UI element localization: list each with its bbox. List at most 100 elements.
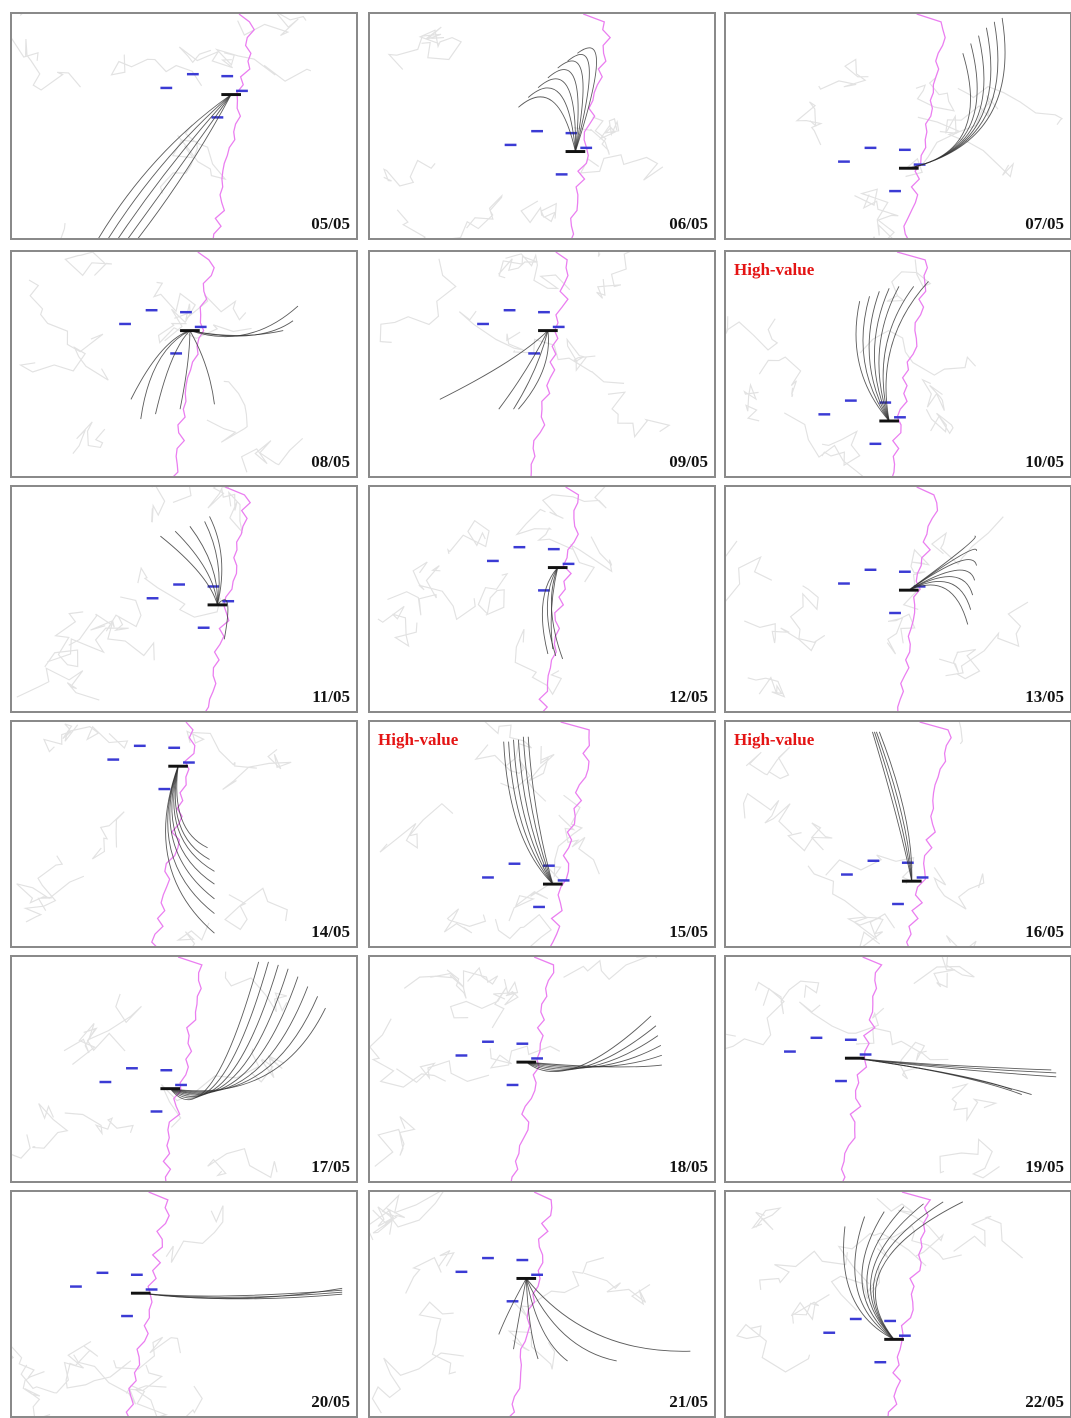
station-marker [107, 758, 120, 761]
boundary-line [930, 516, 1004, 566]
station-marker [186, 72, 199, 76]
start-point-marker [516, 1060, 537, 1064]
boundary-line [596, 252, 631, 299]
boundary-line [744, 620, 817, 652]
coastline [538, 487, 580, 711]
boundary-line [418, 29, 463, 61]
trajectory-line [189, 320, 294, 337]
boundary-line [902, 548, 931, 610]
boundary-line [541, 487, 607, 519]
coastline [530, 252, 569, 476]
station-marker [236, 89, 248, 93]
boundary-line [726, 540, 773, 602]
station-marker [173, 583, 185, 586]
boundary-line [747, 676, 786, 698]
boundary-line [64, 724, 129, 750]
trajectory-line [173, 766, 215, 872]
boundary-line [489, 1045, 561, 1069]
boundary-line [23, 855, 64, 923]
date-label: 14/05 [311, 922, 350, 941]
boundary-line [110, 54, 203, 87]
boundary-line [151, 487, 166, 523]
boundary-line [374, 1116, 416, 1167]
station-marker [160, 86, 173, 90]
boundary-line [16, 875, 85, 912]
boundary-line [12, 14, 39, 61]
trajectory-line [189, 330, 284, 336]
boundary-line [65, 1345, 132, 1389]
date-label: 07/05 [1025, 214, 1064, 233]
boundary-line [186, 730, 257, 769]
boundary-line [387, 26, 445, 70]
station-marker [538, 310, 550, 314]
trajectory-line [522, 736, 554, 885]
boundary-line [12, 1346, 35, 1379]
boundary-line [789, 585, 826, 643]
trajectory-line [525, 1278, 617, 1362]
station-marker [130, 1273, 143, 1276]
station-marker [197, 626, 210, 629]
boundary-line [837, 1232, 927, 1285]
trajectory-line [525, 1278, 568, 1362]
boundary-line [370, 1192, 444, 1241]
station-marker [482, 1040, 494, 1043]
trajectory-line [169, 964, 279, 1098]
trajectory-map [16, 722, 292, 946]
date-label: 12/05 [669, 687, 708, 706]
coastline [509, 1192, 553, 1416]
station-marker [849, 1317, 862, 1321]
boundary-line [743, 382, 760, 422]
start-point-marker [898, 588, 919, 592]
station-marker [455, 1270, 468, 1274]
trajectory-panel: 09/05 [368, 250, 716, 478]
boundary-line [494, 913, 552, 946]
trajectory-line [567, 54, 590, 152]
station-marker [859, 1053, 872, 1056]
station-marker [145, 308, 158, 312]
boundary-line [597, 252, 601, 257]
boundary-line [459, 193, 503, 238]
boundary-line [957, 85, 1064, 126]
boundary-line [64, 252, 112, 277]
coastline [840, 957, 883, 1181]
boundary-line [933, 867, 985, 910]
trajectory-line [862, 296, 890, 422]
coastline [125, 1192, 170, 1416]
trajectory-map [370, 1192, 691, 1416]
trajectory-map [726, 252, 977, 476]
date-label: 22/05 [1025, 1392, 1064, 1411]
boundary-line [751, 1207, 782, 1231]
boundary-line [152, 281, 196, 342]
trajectory-line [518, 330, 549, 410]
boundary-line [876, 1197, 945, 1257]
trajectory-panel: 06/05 [368, 12, 716, 240]
high-value-label: High-value [378, 730, 459, 749]
start-point-marker [844, 1056, 865, 1060]
station-marker [119, 322, 131, 326]
station-marker [562, 562, 575, 566]
boundary-line [598, 118, 620, 141]
date-label: 09/05 [669, 452, 708, 471]
boundary-line [159, 139, 198, 194]
station-marker [168, 746, 181, 750]
trajectory-panel: 11/05 [10, 485, 358, 713]
trajectory-line [854, 1057, 1013, 1091]
boundary-line [726, 987, 785, 1049]
boundary-line [508, 866, 554, 922]
boundary-line [32, 1103, 69, 1149]
boundary-line [545, 794, 584, 885]
trajectory-line [908, 17, 1006, 169]
boundary-line [953, 1215, 1024, 1259]
coastline [212, 14, 256, 238]
trajectory-line [855, 301, 890, 422]
station-marker [884, 1319, 897, 1323]
start-point-marker [901, 879, 922, 883]
station-marker [170, 352, 183, 355]
trajectory-line [525, 1278, 539, 1360]
boundary-line [430, 966, 499, 989]
boundary-line [157, 322, 252, 344]
boundary-line [16, 667, 100, 701]
station-marker [96, 1271, 109, 1275]
date-label: 11/05 [312, 687, 350, 706]
boundary-line [938, 648, 981, 680]
